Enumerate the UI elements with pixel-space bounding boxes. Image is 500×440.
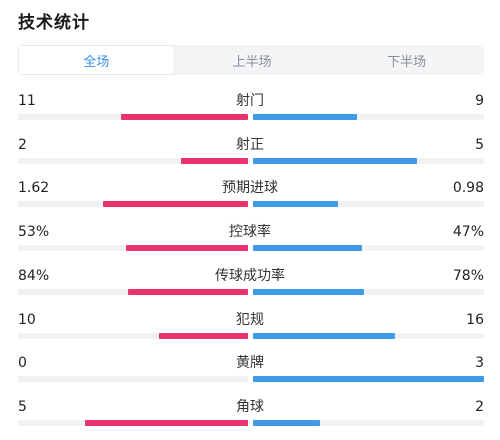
away-bar — [253, 420, 320, 426]
away-bar — [253, 376, 484, 382]
away-value: 47% — [452, 224, 484, 240]
away-bar — [253, 245, 362, 251]
away-track — [253, 420, 484, 426]
home-bar — [128, 289, 248, 295]
away-bar — [253, 114, 357, 120]
stat-row-yellow-cards: 0 黄牌 3 — [0, 348, 500, 392]
period-tabs: 全场 上半场 下半场 — [18, 45, 484, 75]
away-track — [253, 201, 484, 207]
stat-label: 角球 — [236, 399, 264, 415]
away-track — [253, 245, 484, 251]
home-track — [18, 158, 248, 164]
home-value: 10 — [18, 312, 36, 328]
home-value: 84% — [18, 268, 50, 284]
away-value: 16 — [466, 312, 484, 328]
tab-first-half[interactable]: 上半场 — [232, 54, 272, 70]
away-value: 0.98 — [452, 180, 484, 196]
away-bar — [253, 158, 417, 164]
home-value: 11 — [18, 93, 36, 109]
away-value: 2 — [475, 399, 484, 415]
home-bar — [103, 201, 248, 207]
tab-full-match[interactable]: 全场 — [18, 45, 175, 75]
home-bar — [121, 114, 248, 120]
away-value: 9 — [475, 93, 484, 109]
stat-label: 控球率 — [229, 224, 271, 240]
home-value: 2 — [18, 137, 27, 153]
home-value: 1.62 — [18, 180, 50, 196]
home-track — [18, 333, 248, 339]
away-bar — [253, 333, 395, 339]
home-bar — [85, 420, 248, 426]
home-value: 0 — [18, 355, 27, 371]
stat-row-corners: 5 角球 2 — [0, 392, 500, 436]
stat-label: 犯规 — [236, 312, 264, 328]
away-value: 78% — [452, 268, 484, 284]
stat-label: 射正 — [236, 137, 264, 153]
home-bar — [159, 333, 248, 339]
stat-label: 黄牌 — [236, 355, 264, 371]
stat-label: 传球成功率 — [215, 268, 285, 284]
stat-row-shots-on-target: 2 射正 5 — [0, 130, 500, 174]
stat-label: 预期进球 — [222, 180, 278, 196]
away-bar — [253, 201, 338, 207]
home-value: 5 — [18, 399, 27, 415]
away-value: 5 — [475, 137, 484, 153]
away-track — [253, 289, 484, 295]
home-value: 53% — [18, 224, 50, 240]
away-track — [253, 114, 484, 120]
page-title: 技术统计 — [18, 13, 90, 33]
stat-row-possession: 53% 控球率 47% — [0, 217, 500, 261]
stat-row-shots: 11 射门 9 — [0, 86, 500, 130]
away-value: 3 — [475, 355, 484, 371]
stat-row-expected-goals: 1.62 预期进球 0.98 — [0, 173, 500, 217]
stat-row-fouls: 10 犯规 16 — [0, 305, 500, 349]
home-bar — [181, 158, 248, 164]
away-bar — [253, 289, 364, 295]
home-bar — [126, 245, 248, 251]
tab-second-half[interactable]: 下半场 — [387, 54, 427, 70]
home-track — [18, 376, 248, 382]
stat-row-pass-accuracy: 84% 传球成功率 78% — [0, 261, 500, 305]
stat-label: 射门 — [236, 93, 264, 109]
